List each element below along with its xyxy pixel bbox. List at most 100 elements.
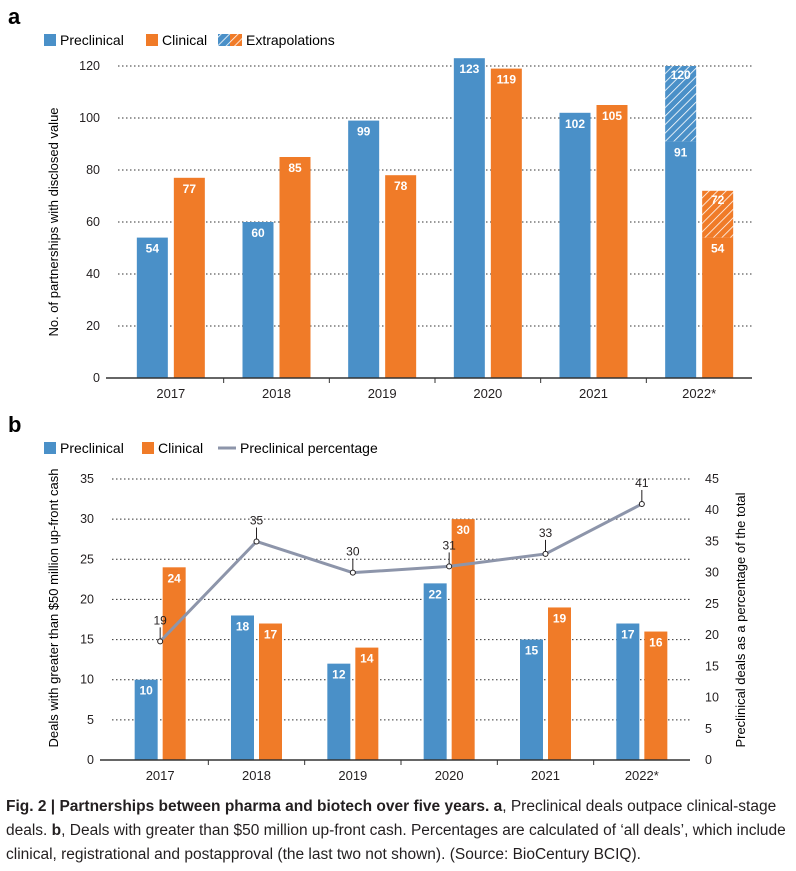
right-y-tick-label: 10 [705, 691, 719, 705]
data-label-clinical: 14 [360, 652, 374, 666]
panel-a-label: a [8, 4, 21, 29]
bar-preclinical [327, 663, 351, 760]
right-y-tick-label: 30 [705, 566, 719, 580]
data-label-clinical: 77 [183, 182, 197, 196]
data-label-clinical: 16 [649, 636, 663, 650]
legend-a-preclinical-label: Preclinical [60, 32, 124, 48]
bar-preclinical [348, 120, 380, 378]
y-tick-label: 15 [80, 633, 94, 647]
data-label-preclinical: 54 [146, 242, 160, 256]
y-tick-label: 30 [80, 512, 94, 526]
right-y-tick-label: 0 [705, 753, 712, 767]
right-y-tick-label: 5 [705, 722, 712, 736]
x-tick-label: 2021 [579, 386, 608, 401]
right-y-tick-label: 15 [705, 659, 719, 673]
caption-a-text: , Preclinical deals outpace clinical-sta… [6, 798, 777, 839]
x-tick-label: 2021 [531, 768, 560, 783]
y-tick-label: 40 [86, 267, 100, 281]
data-label-preclinical: 102 [565, 117, 585, 131]
bar-preclinical [665, 141, 697, 378]
legend-a-clinical-swatch [146, 34, 158, 46]
data-label-preclinical: 91 [674, 145, 688, 159]
right-y-tick-label: 35 [705, 534, 719, 548]
caption-fig-label: Fig. 2 | [6, 798, 60, 815]
x-tick-label: 2020 [473, 386, 502, 401]
percentage-point [446, 563, 453, 570]
legend-b-percentage-label: Preclinical percentage [240, 440, 378, 456]
y-tick-label: 25 [80, 552, 94, 566]
panel-a-legend: Preclinical Clinical Extrapolations [44, 32, 335, 48]
bar-extrapolation-clinical [702, 190, 734, 238]
y-tick-label: 20 [80, 592, 94, 606]
percentage-label: 30 [346, 545, 360, 559]
x-tick-label: 2017 [146, 768, 175, 783]
data-label-clinical: 119 [497, 73, 517, 87]
percentage-label: 19 [153, 613, 167, 627]
legend-a-extrapolation-blue-swatch [218, 34, 230, 46]
data-label-preclinical: 18 [236, 619, 250, 633]
data-label-preclinical: 22 [428, 587, 442, 601]
data-label-preclinical: 12 [332, 668, 346, 682]
percentage-point [253, 538, 260, 545]
bar-clinical [702, 237, 734, 378]
bar-clinical [548, 607, 571, 760]
bar-preclinical [559, 112, 591, 379]
bar-preclinical [242, 222, 274, 378]
panel-a-y-axis-title: No. of partnerships with disclosed value [46, 107, 61, 336]
x-tick-label: 2018 [242, 768, 271, 783]
data-label-clinical: 78 [394, 179, 408, 193]
x-tick-label: 2019 [368, 386, 397, 401]
legend-a-extrapolation-orange-swatch [230, 34, 242, 46]
percentage-label: 35 [250, 513, 264, 527]
data-label-clinical: 19 [553, 611, 567, 625]
x-tick-label: 2018 [262, 386, 291, 401]
bar-preclinical [134, 679, 158, 760]
data-label-preclinical: 10 [139, 684, 153, 698]
caption-title: Partnerships between pharma and biotech … [59, 798, 490, 815]
data-label-preclinical: 123 [459, 62, 479, 76]
y-tick-label: 60 [86, 215, 100, 229]
data-label-clinical: 17 [264, 628, 278, 642]
legend-b-preclinical-swatch [44, 442, 56, 454]
y-tick-label: 0 [87, 753, 94, 767]
percentage-label: 31 [442, 538, 456, 552]
panel-b-legend: Preclinical Clinical Preclinical percent… [44, 440, 378, 456]
bar-clinical [162, 567, 186, 760]
percentage-label: 33 [539, 526, 553, 540]
data-label-preclinical: 99 [357, 125, 371, 139]
panel-b-y-axis-title: Deals with greater than $50 million up-f… [46, 469, 61, 748]
panel-b-plot: 0510152025303510242017181720181214201922… [80, 472, 719, 783]
x-tick-label: 2017 [156, 386, 185, 401]
y-tick-label: 100 [79, 111, 100, 125]
bar-clinical [644, 631, 668, 760]
x-tick-label: 2022* [625, 768, 659, 783]
data-label-clinical: 85 [288, 161, 302, 175]
figure: a Preclinical Clinical Extrapolations No… [8, 4, 752, 783]
x-tick-label: 2020 [435, 768, 464, 783]
panel-b-label: b [8, 412, 21, 437]
right-y-tick-label: 25 [705, 597, 719, 611]
data-label-preclinical: 17 [621, 628, 635, 642]
bar-clinical [355, 647, 379, 760]
bar-clinical [385, 175, 417, 378]
x-tick-label: 2022* [682, 386, 716, 401]
panel-b-right-axis-title: Preclinical deals as a percentage of the… [733, 492, 748, 747]
percentage-point [542, 550, 549, 557]
data-label-preclinical: 60 [251, 226, 265, 240]
panel-a-plot: 0 20 40 60 80 100 120 54 77 2017 60 85 2018 99 78 2019 1… [79, 58, 752, 401]
y-tick-label: 80 [86, 163, 100, 177]
caption-b-label: b [47, 822, 62, 839]
bar-clinical [279, 157, 311, 378]
data-label-clinical: 54 [711, 242, 725, 256]
bar-extrapolation-preclinical [665, 66, 697, 142]
percentage-point [157, 638, 164, 645]
caption-b-text: , Deals with greater than $50 million up… [6, 822, 786, 863]
y-tick-label: 120 [79, 59, 100, 73]
data-label-clinical: 30 [456, 523, 470, 537]
bar-preclinical [453, 58, 485, 378]
legend-a-extrapolations-label: Extrapolations [246, 32, 335, 48]
y-tick-label: 20 [86, 319, 100, 333]
bar-clinical [596, 105, 628, 378]
right-y-tick-label: 20 [705, 628, 719, 642]
bar-preclinical [136, 237, 168, 378]
